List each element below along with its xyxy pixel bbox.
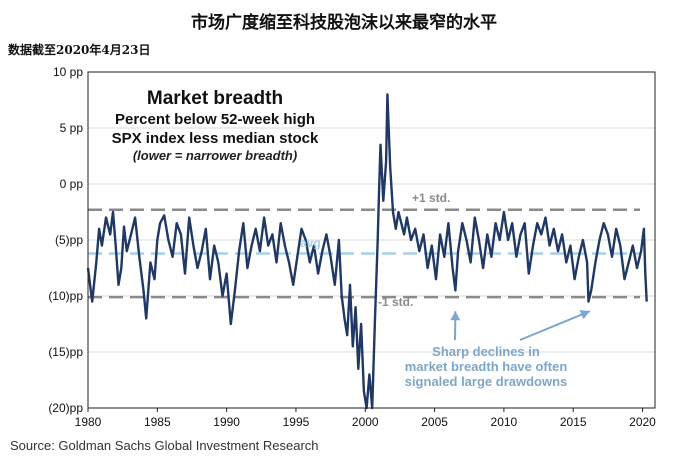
chart-title-block: Market breadth Percent below 52-week hig…	[112, 88, 319, 163]
x-tick-label: 2010	[491, 415, 518, 429]
series-line	[86, 93, 648, 410]
x-tick-label: 2020	[629, 415, 656, 429]
y-tick-label: (5)pp	[55, 233, 83, 247]
reference-lines	[88, 208, 640, 299]
x-tick-label: 1980	[75, 415, 102, 429]
annotation-arrowhead	[450, 311, 461, 321]
x-tick-label: 2005	[421, 415, 448, 429]
y-tick-label: 10 pp	[53, 65, 83, 79]
chart-subtitle-line-1: Percent below 52-week high	[115, 111, 315, 128]
y-tick-label: 0 pp	[60, 177, 84, 191]
chart-subtitle-line-2: SPX index less median stock	[112, 130, 319, 147]
y-tick-label: (20)pp	[48, 401, 83, 415]
annotation: Sharp declines in market breadth have of…	[405, 310, 591, 389]
annotation-arrows	[450, 310, 591, 341]
annotation-arrow	[519, 310, 591, 341]
page-title: 市场广度缩至科技股泡沫以来最窄的水平	[191, 13, 497, 33]
plus-1-std-label: +1 std.	[412, 191, 450, 205]
annotation-line-1: Sharp declines in	[432, 344, 540, 359]
plot-border	[87, 71, 656, 409]
x-tick-label: 1995	[283, 415, 310, 429]
x-tick-label: 2000	[352, 415, 379, 429]
x-tick-label: 1990	[213, 415, 240, 429]
annotation-arrowhead	[579, 310, 590, 320]
chart-subtitle-line-3: (lower = narrower breadth)	[133, 148, 297, 163]
x-axis-ticks	[87, 408, 644, 412]
x-tick-label: 2015	[560, 415, 587, 429]
y-tick-label: (15)pp	[48, 345, 83, 359]
x-tick-label: 1985	[144, 415, 171, 429]
annotation-line-3: signaled large drawdowns	[405, 374, 568, 389]
source-note: Source: Goldman Sachs Global Investment …	[10, 438, 319, 453]
y-axis-tick-labels: 10 pp 5 pp 0 pp (5)pp (10)pp (15)pp (20)pp	[48, 65, 83, 415]
avg-label: avg	[300, 236, 321, 250]
minus-1-std-label: -1 std.	[378, 295, 413, 309]
y-tick-label: 5 pp	[60, 121, 84, 135]
series-layer	[86, 93, 648, 410]
data-date-note: 数据截至2020年4月23日	[8, 43, 151, 57]
y-tick-label: (10)pp	[48, 289, 83, 303]
chart-title: Market breadth	[147, 88, 283, 109]
annotation-line-2: market breadth have often	[405, 359, 568, 374]
x-axis-tick-labels: 1980 1985 1990 1995 2000 2005 2010 2015 2020	[75, 415, 657, 429]
